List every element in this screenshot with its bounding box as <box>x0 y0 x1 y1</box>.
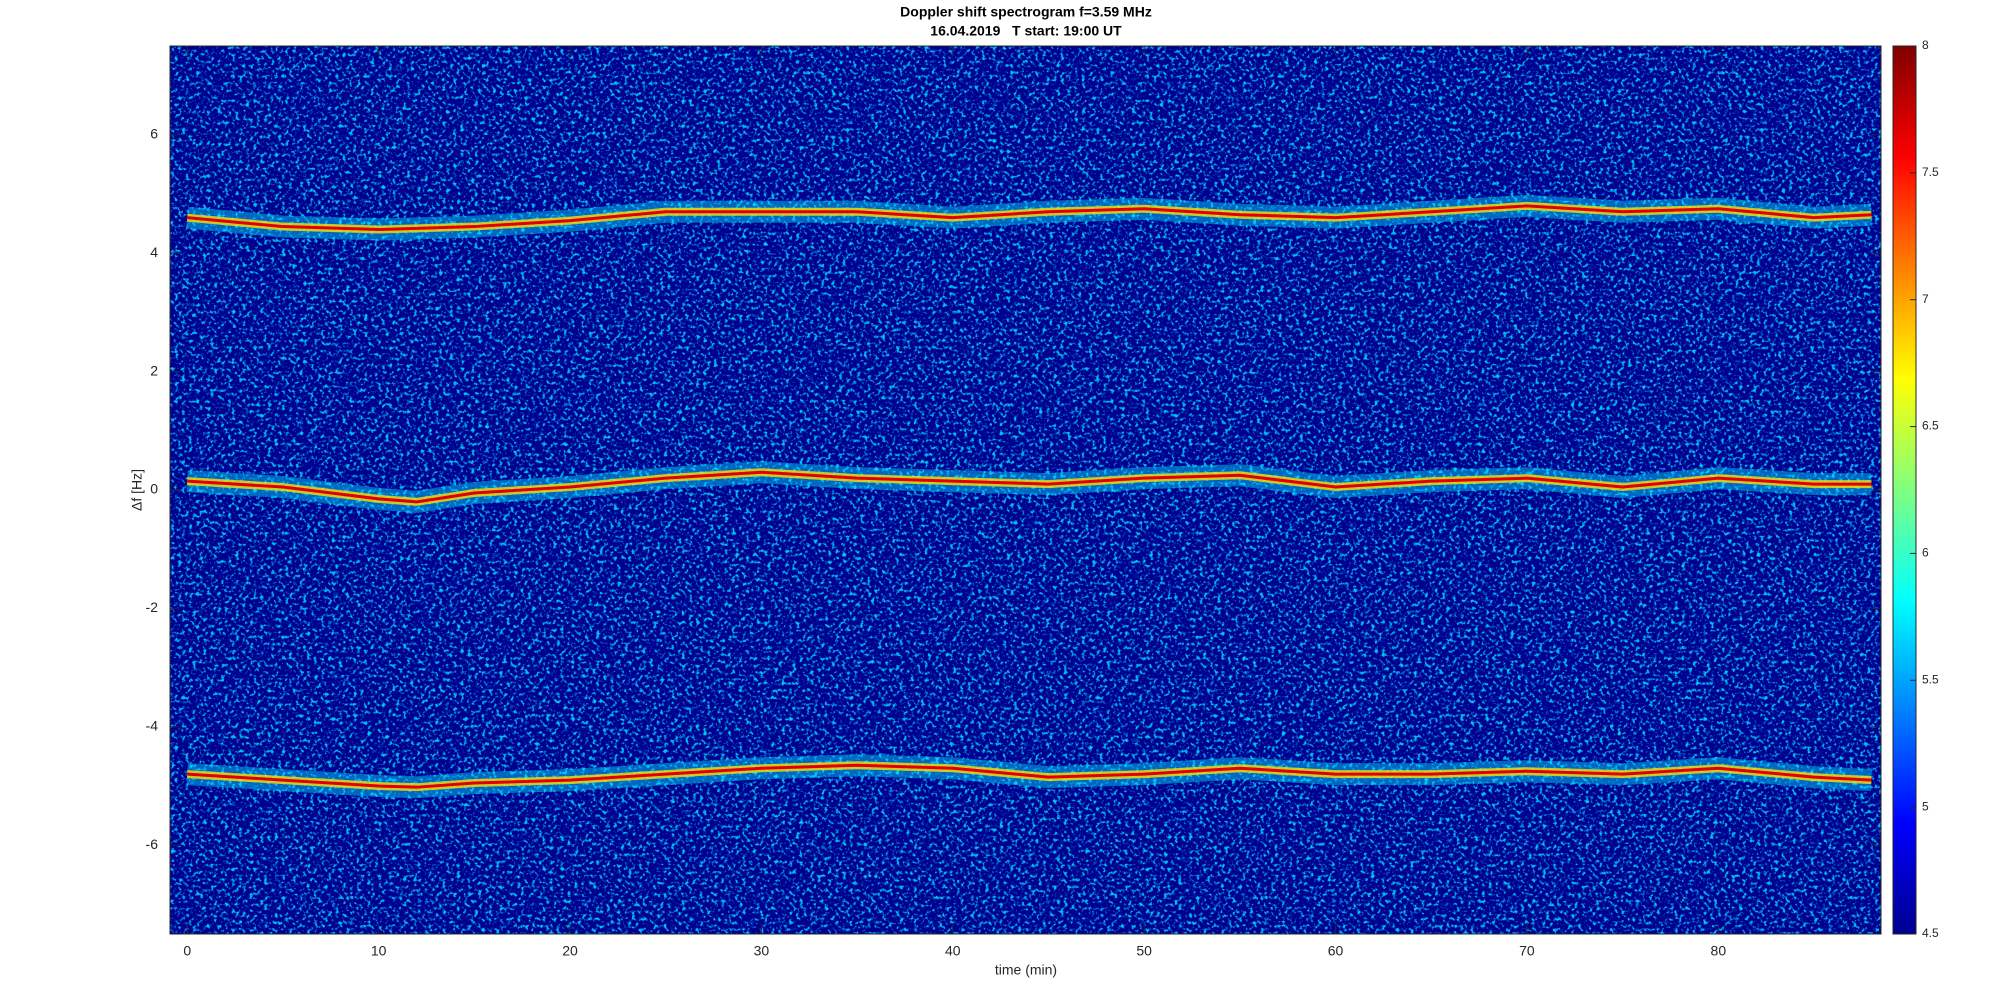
y-tick-label: 0 <box>150 481 158 497</box>
colorbar-tick-label: 7 <box>1922 292 1929 306</box>
x-tick-label: 10 <box>371 943 387 959</box>
trace <box>187 763 1872 789</box>
colorbar-tick-label: 6.5 <box>1922 419 1939 433</box>
x-tick-label: 70 <box>1519 943 1535 959</box>
x-tick-label: 40 <box>945 943 961 959</box>
y-tick-label: 4 <box>150 244 158 260</box>
colorbar-tick-label: 5.5 <box>1922 672 1939 686</box>
x-tick-label: 30 <box>754 943 770 959</box>
y-axis-label: Δf [Hz] <box>129 469 145 511</box>
colorbar-tick-label: 6 <box>1922 546 1929 560</box>
x-tick-label: 60 <box>1328 943 1344 959</box>
y-tick-label: 6 <box>150 126 158 142</box>
y-tick-label: -4 <box>146 718 159 734</box>
x-tick-label: 80 <box>1711 943 1727 959</box>
x-tick-label: 20 <box>562 943 578 959</box>
colorbar-tick-label: 4.5 <box>1922 926 1939 940</box>
chart-subtitle: 16.04.2019 T start: 19:00 UT <box>930 23 1122 39</box>
traces <box>186 194 1872 799</box>
x-tick-label: 0 <box>183 943 191 959</box>
x-axis-label: time (min) <box>995 962 1057 978</box>
y-tick-label: 2 <box>150 362 158 378</box>
y-tick-label: -6 <box>146 836 159 852</box>
colorbar <box>1892 45 1917 935</box>
trace <box>187 204 1872 232</box>
trace <box>187 470 1872 504</box>
colorbar-tick-label: 5 <box>1922 799 1929 813</box>
y-tick-label: -2 <box>146 599 159 615</box>
colorbar-tick-label: 8 <box>1922 38 1929 52</box>
chart-title: Doppler shift spectrogram f=3.59 MHz <box>900 4 1152 20</box>
colorbar-tick-label: 7.5 <box>1922 165 1939 179</box>
x-tick-label: 50 <box>1136 943 1152 959</box>
